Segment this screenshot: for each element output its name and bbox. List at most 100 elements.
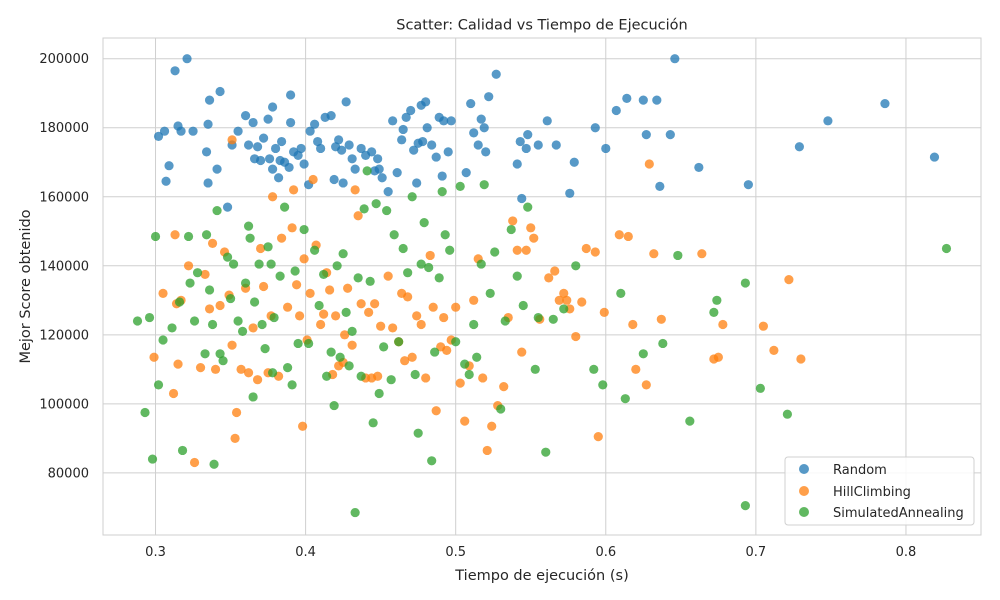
data-point-random bbox=[310, 119, 320, 129]
data-point-simulatedannealing bbox=[344, 361, 354, 371]
data-point-random bbox=[601, 143, 611, 154]
data-point-simulatedannealing bbox=[200, 349, 210, 359]
data-point-hillclimbing bbox=[340, 330, 350, 340]
data-point-simulatedannealing bbox=[379, 342, 389, 352]
data-point-simulatedannealing bbox=[185, 278, 195, 288]
data-point-simulatedannealing bbox=[189, 316, 200, 326]
data-point-simulatedannealing bbox=[469, 319, 479, 330]
data-point-hillclimbing bbox=[521, 245, 531, 255]
data-point-simulatedannealing bbox=[464, 369, 474, 380]
legend-marker-random bbox=[799, 464, 809, 474]
data-point-hillclimbing bbox=[350, 185, 360, 195]
data-point-random bbox=[299, 159, 309, 169]
data-point-simulatedannealing bbox=[533, 312, 543, 323]
data-point-random bbox=[347, 154, 357, 164]
data-point-hillclimbing bbox=[347, 340, 357, 350]
data-point-simulatedannealing bbox=[434, 273, 444, 283]
y-tick-label: 100000 bbox=[39, 397, 89, 412]
data-point-hillclimbing bbox=[158, 288, 168, 298]
data-point-simulatedannealing bbox=[341, 307, 351, 317]
data-point-simulatedannealing bbox=[177, 445, 188, 456]
data-point-random bbox=[313, 136, 323, 147]
data-point-hillclimbing bbox=[343, 283, 353, 293]
x-tick-label: 0.5 bbox=[445, 545, 466, 560]
data-point-simulatedannealing bbox=[658, 338, 668, 349]
data-point-random bbox=[341, 97, 351, 107]
data-point-random bbox=[329, 174, 339, 185]
data-point-random bbox=[374, 164, 384, 174]
data-point-hillclimbing bbox=[231, 407, 242, 418]
data-point-random bbox=[794, 142, 805, 152]
data-point-simulatedannealing bbox=[430, 347, 440, 357]
data-point-simulatedannealing bbox=[347, 326, 357, 336]
data-point-hillclimbing bbox=[487, 421, 497, 431]
data-point-hillclimbing bbox=[554, 295, 564, 305]
data-point-simulatedannealing bbox=[455, 181, 465, 192]
data-point-random bbox=[337, 145, 347, 155]
x-tick-labels: 0.3 0.4 0.5 0.6 0.7 0.8 bbox=[145, 545, 916, 560]
data-point-random bbox=[350, 164, 360, 174]
y-tick-label: 180000 bbox=[39, 121, 89, 136]
y-tick-label: 120000 bbox=[39, 328, 89, 343]
data-point-random bbox=[551, 140, 561, 150]
data-point-random bbox=[240, 111, 251, 121]
data-point-simulatedannealing bbox=[215, 349, 225, 359]
data-point-simulatedannealing bbox=[782, 409, 792, 419]
data-point-simulatedannealing bbox=[218, 356, 228, 366]
x-tick-label: 0.3 bbox=[145, 545, 166, 560]
data-point-simulatedannealing bbox=[280, 202, 290, 212]
data-point-simulatedannealing bbox=[419, 218, 429, 228]
data-point-hillclimbing bbox=[287, 223, 297, 233]
data-point-simulatedannealing bbox=[212, 205, 222, 216]
data-point-hillclimbing bbox=[571, 331, 581, 342]
data-point-hillclimbing bbox=[319, 309, 329, 319]
data-point-simulatedannealing bbox=[512, 271, 522, 281]
data-point-hillclimbing bbox=[331, 311, 341, 321]
data-point-simulatedannealing bbox=[283, 363, 293, 373]
data-point-simulatedannealing bbox=[472, 352, 482, 362]
data-point-random bbox=[421, 97, 431, 107]
data-point-random bbox=[665, 130, 675, 140]
data-point-random bbox=[446, 116, 456, 126]
data-point-random bbox=[443, 147, 453, 157]
data-point-simulatedannealing bbox=[207, 319, 218, 330]
data-point-hillclimbing bbox=[644, 159, 654, 169]
data-point-hillclimbing bbox=[258, 281, 269, 292]
data-point-hillclimbing bbox=[769, 345, 779, 355]
data-point-hillclimbing bbox=[529, 233, 539, 243]
data-point-random bbox=[176, 126, 186, 136]
data-point-simulatedannealing bbox=[275, 271, 285, 281]
data-point-simulatedannealing bbox=[394, 337, 404, 347]
data-point-hillclimbing bbox=[207, 238, 218, 248]
data-point-random bbox=[222, 202, 233, 212]
data-point-random bbox=[880, 98, 890, 109]
y-tick-label: 200000 bbox=[39, 52, 89, 67]
data-point-random bbox=[284, 162, 294, 173]
data-point-hillclimbing bbox=[451, 302, 461, 312]
legend: Random HillClimbing SimulatedAnnealing bbox=[784, 456, 975, 526]
data-point-random bbox=[203, 119, 213, 129]
data-point-random bbox=[476, 114, 486, 124]
data-point-simulatedannealing bbox=[269, 312, 279, 323]
chart-title: Scatter: Calidad vs Tiempo de Ejecución bbox=[396, 18, 688, 34]
data-point-simulatedannealing bbox=[451, 337, 461, 347]
data-point-random bbox=[274, 173, 284, 183]
data-point-hillclimbing bbox=[416, 319, 426, 330]
data-point-hillclimbing bbox=[590, 247, 600, 257]
data-point-random bbox=[569, 157, 579, 167]
data-point-random bbox=[479, 123, 489, 133]
data-point-random bbox=[268, 164, 278, 174]
series-simulatedannealing bbox=[132, 166, 952, 518]
data-point-hillclimbing bbox=[431, 406, 441, 416]
data-point-hillclimbing bbox=[353, 211, 363, 221]
data-point-hillclimbing bbox=[388, 323, 398, 333]
data-point-simulatedannealing bbox=[371, 199, 381, 209]
data-point-simulatedannealing bbox=[140, 407, 150, 418]
data-point-hillclimbing bbox=[364, 307, 374, 317]
data-point-simulatedannealing bbox=[290, 266, 300, 276]
data-point-simulatedannealing bbox=[322, 371, 332, 381]
data-point-hillclimbing bbox=[305, 288, 315, 298]
data-point-hillclimbing bbox=[268, 192, 278, 202]
data-point-random bbox=[929, 152, 940, 162]
data-point-random bbox=[373, 154, 383, 164]
